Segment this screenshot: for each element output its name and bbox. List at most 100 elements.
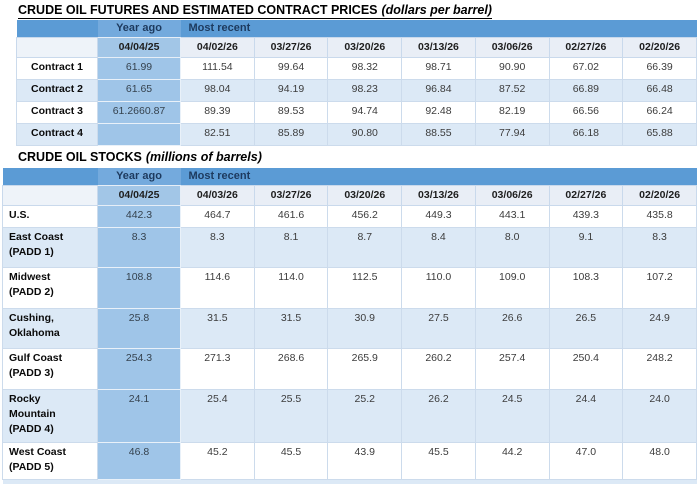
value-cell: 109.0 xyxy=(475,268,549,309)
value-cell: 25.5 xyxy=(254,390,328,443)
stocks-dates-row: 04/04/25 04/03/26 03/27/26 03/20/26 03/1… xyxy=(3,186,697,206)
value-cell: 48.0 xyxy=(623,443,697,480)
value-cell: 30.9 xyxy=(328,309,402,349)
value-cell: 96.84 xyxy=(402,80,476,102)
most-recent-header-cell: Most recent xyxy=(181,20,697,38)
value-cell: 27.5 xyxy=(402,309,476,349)
value-cell: 25.4 xyxy=(181,390,255,443)
value-cell: 26.6 xyxy=(475,309,549,349)
value-cell: 45.5 xyxy=(254,443,328,480)
year-ago-value-cell: 61.2660.87 xyxy=(98,102,181,124)
value-cell: 25.2 xyxy=(328,390,402,443)
value-cell: 461.6 xyxy=(254,206,328,228)
date-header-cell: 03/06/26 xyxy=(475,186,549,206)
table-row: Rocky Mountain (PADD 4) 24.1 25.4 25.5 2… xyxy=(3,390,697,443)
date-header-cell: 04/02/26 xyxy=(181,38,255,58)
futures-title: CRUDE OIL FUTURES AND ESTIMATED CONTRACT… xyxy=(18,3,492,19)
year-ago-value-cell: 25.8 xyxy=(98,309,181,349)
value-cell: 449.3 xyxy=(402,206,476,228)
value-cell: 85.89 xyxy=(254,124,328,146)
row-label-cell: Contract 4 xyxy=(17,124,98,146)
date-header-cell: 03/13/26 xyxy=(402,38,476,58)
value-cell: 257.4 xyxy=(475,349,549,390)
value-cell: 31.5 xyxy=(181,309,255,349)
value-cell: 66.24 xyxy=(623,102,697,124)
value-cell: 112.5 xyxy=(328,268,402,309)
row-label-cell: West Coast (PADD 5) xyxy=(3,443,98,480)
corner-cell xyxy=(3,186,98,206)
futures-group-header-row: Year ago Most recent xyxy=(17,20,697,38)
table-row: Contract 2 61.65 98.04 94.19 98.23 96.84… xyxy=(17,80,697,102)
value-cell: 45.2 xyxy=(181,443,255,480)
year-ago-date-cell: 04/04/25 xyxy=(98,186,181,206)
table-row: East Coast (PADD 1) 8.3 8.3 8.1 8.7 8.4 … xyxy=(3,228,697,268)
value-cell: 89.39 xyxy=(181,102,255,124)
value-cell: 98.23 xyxy=(328,80,402,102)
value-cell: 45.5 xyxy=(402,443,476,480)
futures-unit-note: (dollars per barrel) xyxy=(382,3,492,17)
value-cell: 66.56 xyxy=(549,102,623,124)
year-ago-date-cell: 04/04/25 xyxy=(98,38,181,58)
value-cell: 9.1 xyxy=(549,228,623,268)
futures-title-text: CRUDE OIL FUTURES AND ESTIMATED CONTRACT… xyxy=(18,3,378,17)
value-cell: 66.39 xyxy=(623,58,697,80)
value-cell: 248.2 xyxy=(623,349,697,390)
row-label-cell: Rocky Mountain (PADD 4) xyxy=(3,390,98,443)
value-cell: 89.53 xyxy=(254,102,328,124)
date-header-cell: 04/03/26 xyxy=(181,186,255,206)
stocks-unit-note: (millions of barrels) xyxy=(146,150,262,164)
value-cell: 443.1 xyxy=(475,206,549,228)
year-ago-value-cell: 254.3 xyxy=(98,349,181,390)
table-row: Contract 1 61.99 111.54 99.64 98.32 98.7… xyxy=(17,58,697,80)
value-cell: 107.2 xyxy=(623,268,697,309)
table-row: Midwest (PADD 2) 108.8 114.6 114.0 112.5… xyxy=(3,268,697,309)
value-cell: 8.4 xyxy=(402,228,476,268)
row-label-cell: Cushing, Oklahoma xyxy=(3,309,98,349)
value-cell: 250.4 xyxy=(549,349,623,390)
value-cell: 24.9 xyxy=(623,309,697,349)
value-cell: 8.3 xyxy=(623,228,697,268)
value-cell: 114.0 xyxy=(254,268,328,309)
value-cell: 268.6 xyxy=(254,349,328,390)
year-ago-value-cell: 8.3 xyxy=(98,228,181,268)
row-label-cell: U.S. xyxy=(3,206,98,228)
value-cell: 464.7 xyxy=(181,206,255,228)
value-cell: 66.89 xyxy=(549,80,623,102)
futures-table: Year ago Most recent 04/04/25 04/02/26 0… xyxy=(16,20,697,146)
date-header-cell: 02/20/26 xyxy=(623,186,697,206)
futures-title-underline: CRUDE OIL FUTURES AND ESTIMATED CONTRACT… xyxy=(18,3,492,19)
value-cell: 90.80 xyxy=(328,124,402,146)
year-ago-value-cell: 24.1 xyxy=(98,390,181,443)
table-row: West Coast (PADD 5) 46.8 45.2 45.5 43.9 … xyxy=(3,443,697,480)
stocks-title-text: CRUDE OIL STOCKS xyxy=(18,150,142,164)
value-cell: 439.3 xyxy=(549,206,623,228)
value-cell: 26.2 xyxy=(402,390,476,443)
value-cell: 94.74 xyxy=(328,102,402,124)
value-cell: 271.3 xyxy=(181,349,255,390)
year-ago-header-cell: Year ago xyxy=(98,20,181,38)
value-cell: 98.32 xyxy=(328,58,402,80)
table-row: Gulf Coast (PADD 3) 254.3 271.3 268.6 26… xyxy=(3,349,697,390)
value-cell: 265.9 xyxy=(328,349,402,390)
cut-off-row xyxy=(3,480,697,484)
value-cell: 8.1 xyxy=(254,228,328,268)
most-recent-header-cell: Most recent xyxy=(181,168,697,186)
corner-cell xyxy=(3,168,98,186)
table-row: U.S. 442.3 464.7 461.6 456.2 449.3 443.1… xyxy=(3,206,697,228)
date-header-cell: 02/27/26 xyxy=(549,38,623,58)
value-cell: 260.2 xyxy=(402,349,476,390)
value-cell: 98.04 xyxy=(181,80,255,102)
stocks-group-header-row: Year ago Most recent xyxy=(3,168,697,186)
value-cell: 87.52 xyxy=(475,80,549,102)
value-cell: 82.19 xyxy=(475,102,549,124)
value-cell: 47.0 xyxy=(549,443,623,480)
year-ago-value-cell xyxy=(98,124,181,146)
value-cell: 24.0 xyxy=(623,390,697,443)
value-cell: 90.90 xyxy=(475,58,549,80)
table-row: Cushing, Oklahoma 25.8 31.5 31.5 30.9 27… xyxy=(3,309,697,349)
year-ago-value-cell: 442.3 xyxy=(98,206,181,228)
year-ago-value-cell: 61.99 xyxy=(98,58,181,80)
value-cell: 44.2 xyxy=(475,443,549,480)
corner-cell xyxy=(17,20,98,38)
date-header-cell: 02/27/26 xyxy=(549,186,623,206)
